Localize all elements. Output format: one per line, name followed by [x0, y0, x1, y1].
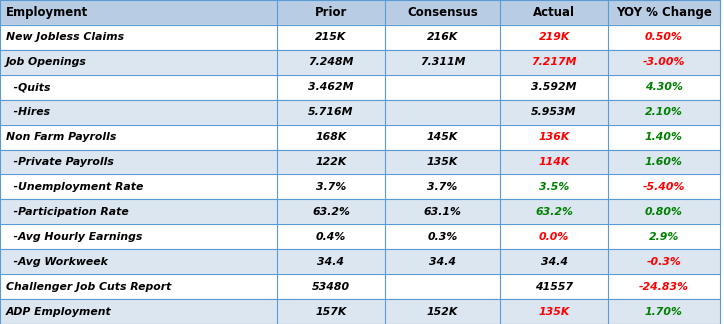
Text: 3.5%: 3.5% [539, 182, 569, 192]
Text: 1.40%: 1.40% [645, 132, 683, 142]
Text: 34.4: 34.4 [429, 257, 456, 267]
Text: -Hires: -Hires [6, 107, 50, 117]
Text: Actual: Actual [533, 6, 575, 19]
Bar [0, 0, 720, 25]
Text: New Jobless Claims: New Jobless Claims [6, 32, 124, 42]
Text: Prior: Prior [315, 6, 348, 19]
Text: 215K: 215K [316, 32, 347, 42]
Text: 5.953M: 5.953M [531, 107, 577, 117]
Text: 1.70%: 1.70% [645, 307, 683, 317]
Text: 7.217M: 7.217M [531, 57, 577, 67]
Text: 136K: 136K [539, 132, 570, 142]
Text: -0.3%: -0.3% [647, 257, 681, 267]
Text: 53480: 53480 [312, 282, 350, 292]
Text: 3.7%: 3.7% [427, 182, 458, 192]
Bar [0, 199, 720, 224]
Text: ADP Employment: ADP Employment [6, 307, 111, 317]
Bar [0, 150, 720, 174]
Text: 135K: 135K [427, 157, 458, 167]
Bar [0, 249, 720, 274]
Bar [0, 75, 720, 100]
Text: 0.80%: 0.80% [645, 207, 683, 217]
Bar [0, 174, 720, 199]
Text: 41557: 41557 [535, 282, 573, 292]
Text: -Avg Workweek: -Avg Workweek [6, 257, 108, 267]
Text: -3.00%: -3.00% [643, 57, 685, 67]
Text: -Participation Rate: -Participation Rate [6, 207, 128, 217]
Text: 0.4%: 0.4% [316, 232, 346, 242]
Text: 122K: 122K [316, 157, 347, 167]
Text: 7.311M: 7.311M [420, 57, 466, 67]
Text: 2.9%: 2.9% [649, 232, 679, 242]
Text: 5.716M: 5.716M [308, 107, 354, 117]
Text: 219K: 219K [539, 32, 570, 42]
Text: YOY % Change: YOY % Change [616, 6, 712, 19]
Text: 63.1%: 63.1% [424, 207, 461, 217]
Text: 1.60%: 1.60% [645, 157, 683, 167]
Text: 114K: 114K [539, 157, 570, 167]
Text: 63.2%: 63.2% [312, 207, 350, 217]
Bar [0, 50, 720, 75]
Text: Job Openings: Job Openings [6, 57, 87, 67]
Text: 135K: 135K [539, 307, 570, 317]
Text: 3.7%: 3.7% [316, 182, 346, 192]
Text: Employment: Employment [6, 6, 88, 19]
Text: 3.592M: 3.592M [531, 82, 577, 92]
Text: -24.83%: -24.83% [639, 282, 689, 292]
Text: Non Farm Payrolls: Non Farm Payrolls [6, 132, 116, 142]
Text: -Quits: -Quits [6, 82, 50, 92]
Text: 34.4: 34.4 [318, 257, 345, 267]
Text: 157K: 157K [316, 307, 347, 317]
Text: 0.3%: 0.3% [427, 232, 458, 242]
Text: 145K: 145K [427, 132, 458, 142]
Text: 152K: 152K [427, 307, 458, 317]
Text: 4.30%: 4.30% [645, 82, 683, 92]
Text: Challenger Job Cuts Report: Challenger Job Cuts Report [6, 282, 171, 292]
Text: 63.2%: 63.2% [535, 207, 573, 217]
Text: 7.248M: 7.248M [308, 57, 354, 67]
Text: -Private Payrolls: -Private Payrolls [6, 157, 114, 167]
Bar [0, 125, 720, 150]
Text: 34.4: 34.4 [541, 257, 568, 267]
Text: -Avg Hourly Earnings: -Avg Hourly Earnings [6, 232, 142, 242]
Text: 168K: 168K [316, 132, 347, 142]
Bar [0, 299, 720, 324]
Bar [0, 25, 720, 50]
Text: 216K: 216K [427, 32, 458, 42]
Text: Consensus: Consensus [407, 6, 478, 19]
Text: 3.462M: 3.462M [308, 82, 354, 92]
Text: 0.0%: 0.0% [539, 232, 569, 242]
Bar [0, 100, 720, 125]
Text: 0.50%: 0.50% [645, 32, 683, 42]
Text: -5.40%: -5.40% [643, 182, 685, 192]
Bar [0, 274, 720, 299]
Text: 2.10%: 2.10% [645, 107, 683, 117]
Text: -Unemployment Rate: -Unemployment Rate [6, 182, 143, 192]
Bar [0, 224, 720, 249]
